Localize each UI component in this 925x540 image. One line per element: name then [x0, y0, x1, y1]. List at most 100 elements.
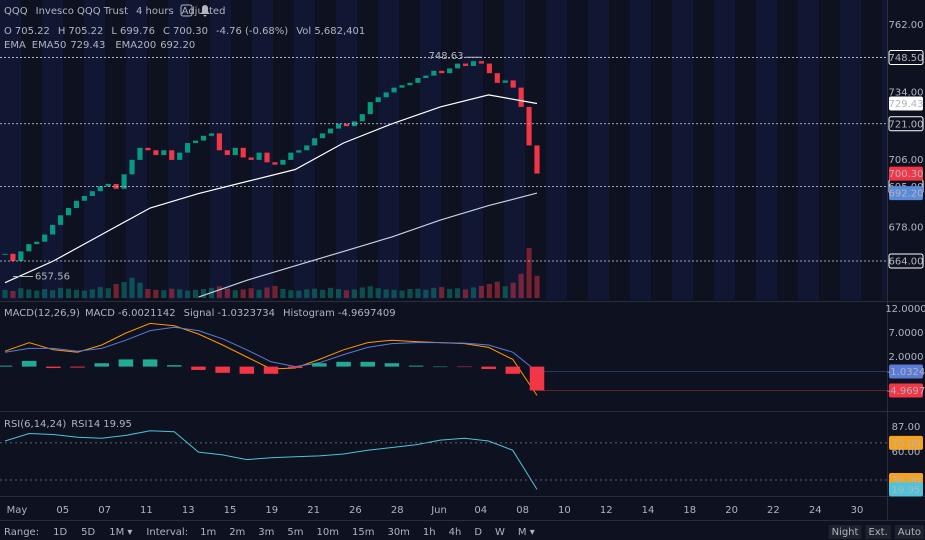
candle-body	[161, 150, 167, 156]
volume-bar	[494, 281, 500, 298]
interval-button[interactable]: M ▾	[518, 527, 535, 538]
x-tick-label: 14	[642, 505, 655, 516]
volume-bar	[216, 286, 222, 298]
change: -4.76 (-0.68%)	[216, 26, 288, 37]
volume-bar	[367, 286, 373, 298]
interval-button[interactable]: 1m	[200, 527, 216, 538]
ohlc-value: 700.30	[173, 26, 208, 37]
candle-body	[129, 159, 135, 175]
histogram-bar	[70, 366, 85, 368]
candle-body	[145, 147, 151, 151]
volume-bar	[502, 286, 508, 298]
interval-button[interactable]: 15m	[352, 527, 374, 538]
range-button[interactable]: 1M ▾	[109, 527, 132, 538]
volume-bar	[177, 289, 183, 298]
candle-body	[73, 200, 80, 209]
volume-bar	[335, 289, 342, 298]
y-tick-label: 2.0000	[889, 352, 924, 363]
indicator-value-label-box	[889, 364, 923, 379]
histogram-bar	[167, 365, 182, 367]
candle-body	[169, 150, 175, 160]
interval-button[interactable]: 5m	[287, 527, 303, 538]
indicator-value-label: -4.9697	[887, 386, 925, 397]
interval-button[interactable]: W	[495, 527, 505, 538]
volume-bar	[518, 273, 524, 298]
candle-body	[240, 147, 246, 158]
alert-icon[interactable]	[200, 5, 210, 17]
volume-bar	[288, 290, 294, 298]
candle-body	[232, 147, 238, 156]
candle-body	[2, 253, 8, 255]
candle-body	[208, 133, 215, 136]
candle-body	[526, 106, 532, 146]
legend-value: -4.9697409	[338, 308, 396, 319]
option-button[interactable]: Ext.	[868, 527, 887, 538]
adjustment: Adjusted	[182, 6, 226, 17]
legend-name: RSI14	[71, 419, 100, 430]
interval-button[interactable]: 4h	[449, 527, 462, 538]
volume-bar	[407, 289, 413, 298]
volume-bar	[486, 283, 492, 298]
volume-bar	[526, 248, 532, 298]
ema-line	[4, 94, 538, 284]
option-frame[interactable]	[865, 525, 891, 539]
interval-button[interactable]: 1h	[423, 527, 436, 538]
candle-body	[288, 152, 294, 160]
volume-bar	[34, 290, 40, 298]
option-button[interactable]: Auto	[898, 527, 921, 538]
volume-bar	[296, 290, 302, 298]
histogram-bar	[529, 366, 545, 391]
range-button[interactable]: 5D	[81, 527, 95, 538]
candle-body	[343, 123, 350, 127]
pane	[2, 61, 540, 298]
high-label: 748.63	[428, 51, 463, 62]
candle-body	[280, 159, 286, 165]
volume-bar	[431, 287, 437, 298]
histogram-bar	[263, 366, 279, 374]
interval-button[interactable]: 2m	[229, 527, 245, 538]
candle-body	[320, 133, 326, 139]
candle-body	[121, 174, 127, 189]
histogram-bar	[481, 366, 496, 370]
rsi-background	[0, 413, 887, 495]
x-tick-label: 05	[56, 505, 69, 516]
interval-button[interactable]: 30m	[387, 527, 409, 538]
interval-button[interactable]: 10m	[317, 527, 339, 538]
x-tick-label: 20	[725, 505, 738, 516]
histogram-bar	[312, 363, 327, 367]
option-frame[interactable]	[828, 525, 862, 539]
price-line-label: 748.50	[889, 53, 924, 64]
option-button[interactable]: Night	[832, 527, 859, 538]
range-button[interactable]: 1D	[53, 527, 67, 538]
volume-bar	[399, 290, 405, 298]
volume-bar	[113, 283, 119, 298]
y-tick-label: 706.00	[889, 155, 924, 166]
candle-body	[177, 152, 183, 160]
x-tick-label: 08	[516, 505, 529, 516]
interval-button[interactable]: D	[474, 527, 482, 538]
option-frame[interactable]	[894, 525, 924, 539]
candle-body	[296, 150, 302, 153]
x-tick-label: 07	[98, 505, 111, 516]
volume-bar	[2, 289, 8, 298]
y-tick-label: 7.0000	[889, 328, 924, 339]
histogram-bar	[433, 366, 448, 368]
price-line-label-box	[888, 116, 924, 132]
x-tick-label: 28	[391, 505, 404, 516]
y-tick-label: 70.00	[892, 438, 921, 449]
histogram-bar	[118, 359, 134, 367]
pane	[0, 322, 545, 396]
candle-body	[264, 152, 270, 163]
volume-bar	[26, 289, 32, 298]
candle-body	[391, 87, 397, 93]
volume-bar	[129, 277, 135, 298]
volume-bar	[185, 290, 191, 298]
histogram-bar	[336, 361, 351, 367]
x-tick-label: 22	[767, 505, 780, 516]
candle-body	[367, 102, 373, 115]
indicator-value-label: -1.0324	[887, 367, 925, 378]
interval-button[interactable]: 3m	[258, 527, 274, 538]
info-icon[interactable]	[180, 4, 193, 17]
candle-body	[518, 87, 524, 107]
